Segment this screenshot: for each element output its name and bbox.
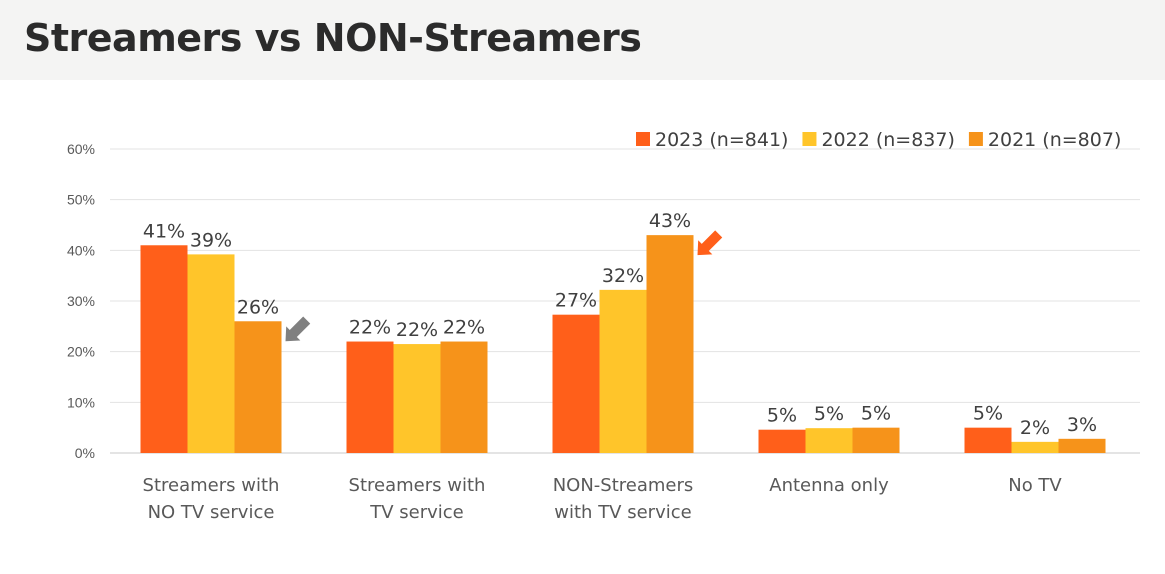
data-label: 27%: [555, 290, 597, 312]
category-label: Streamers with: [349, 475, 486, 496]
data-label: 5%: [973, 403, 1003, 425]
data-label: 22%: [349, 317, 391, 339]
y-tick-label: 50%: [67, 192, 95, 208]
data-label: 22%: [443, 317, 485, 339]
bar: [234, 321, 282, 453]
bar: [599, 289, 647, 453]
bar: [393, 344, 441, 453]
category-label: No TV: [1008, 475, 1062, 496]
bar: [646, 235, 694, 453]
category-label: NON-Streamers: [553, 475, 694, 496]
category-label: with TV service: [554, 502, 691, 523]
y-tick-label: 20%: [67, 344, 95, 360]
arrow-down-left-icon: [697, 230, 723, 256]
data-label: 3%: [1067, 414, 1097, 436]
bar: [1058, 438, 1106, 453]
bar: [187, 254, 235, 453]
data-label: 5%: [814, 403, 844, 425]
y-tick-label: 60%: [67, 141, 95, 157]
legend-swatch: [802, 132, 817, 146]
data-label: 22%: [396, 319, 438, 341]
title-bar: [0, 0, 1165, 80]
bar: [552, 314, 600, 453]
bar: [805, 428, 853, 453]
data-label: 2%: [1020, 417, 1050, 439]
legend-swatch: [968, 132, 983, 146]
data-label: 5%: [861, 403, 891, 425]
category-label: NO TV service: [148, 502, 275, 523]
bar: [852, 427, 900, 453]
arrow-down-left-icon: [285, 316, 311, 342]
data-label: 43%: [649, 210, 691, 232]
y-tick-label: 10%: [67, 394, 95, 410]
data-label: 5%: [767, 405, 797, 427]
data-label: 32%: [602, 265, 644, 287]
chart-title: Streamers vs NON-Streamers: [24, 16, 642, 60]
legend-label: 2022 (n=837): [821, 129, 954, 151]
category-label: Streamers with: [143, 475, 280, 496]
bar: [964, 427, 1012, 453]
y-tick-label: 30%: [67, 293, 95, 309]
bar: [758, 429, 806, 453]
y-tick-label: 0%: [75, 445, 95, 461]
bar: [1011, 441, 1059, 453]
data-label: 39%: [190, 229, 232, 251]
legend-swatch: [636, 132, 650, 146]
bar: [346, 341, 394, 453]
category-label: TV service: [369, 502, 464, 523]
legend-label: 2023 (n=841): [655, 129, 788, 151]
category-label: Antenna only: [769, 475, 889, 496]
bar: [440, 341, 488, 453]
bar: [140, 245, 188, 453]
y-tick-label: 40%: [67, 242, 95, 258]
data-label: 41%: [143, 220, 185, 242]
legend-label: 2021 (n=807): [988, 129, 1121, 151]
data-label: 26%: [237, 296, 279, 318]
